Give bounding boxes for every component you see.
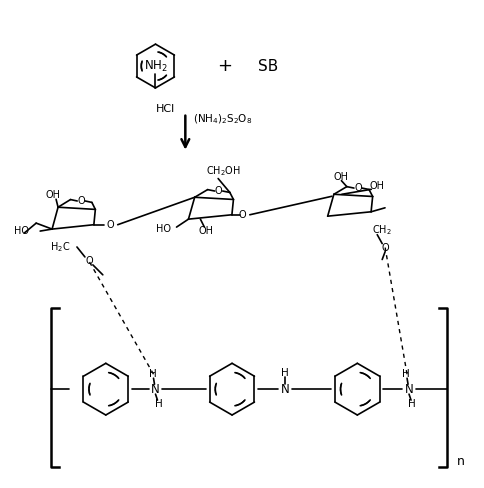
Text: n: n	[457, 455, 465, 468]
Text: H$_2$C: H$_2$C	[50, 240, 70, 254]
Text: NH$_2$: NH$_2$	[144, 59, 167, 74]
Text: H: H	[402, 369, 410, 379]
Text: +: +	[218, 57, 233, 75]
Text: CH$_2$OH: CH$_2$OH	[206, 164, 241, 179]
Text: (NH$_4$)$_2$S$_2$O$_8$: (NH$_4$)$_2$S$_2$O$_8$	[193, 112, 253, 125]
Text: O: O	[215, 186, 223, 196]
Text: H: H	[408, 399, 416, 409]
Text: HO: HO	[14, 226, 29, 236]
Text: HCl: HCl	[156, 104, 175, 114]
Text: H: H	[281, 368, 288, 378]
Text: O: O	[77, 196, 85, 206]
Text: N: N	[151, 383, 160, 396]
Text: OH: OH	[199, 226, 214, 236]
Text: O: O	[85, 256, 93, 266]
Text: H: H	[154, 399, 162, 409]
Text: OH: OH	[334, 172, 349, 182]
Text: O: O	[107, 220, 115, 230]
Text: H: H	[149, 369, 156, 379]
Text: N: N	[280, 383, 289, 396]
Text: O: O	[354, 183, 362, 193]
Text: OH: OH	[45, 190, 60, 200]
Text: SB: SB	[257, 59, 278, 74]
Text: OH: OH	[370, 182, 385, 191]
Text: CH$_2$: CH$_2$	[372, 223, 392, 237]
Text: HO: HO	[155, 224, 170, 234]
Text: O: O	[381, 243, 389, 253]
Text: O: O	[238, 210, 246, 220]
Text: N: N	[405, 383, 413, 396]
